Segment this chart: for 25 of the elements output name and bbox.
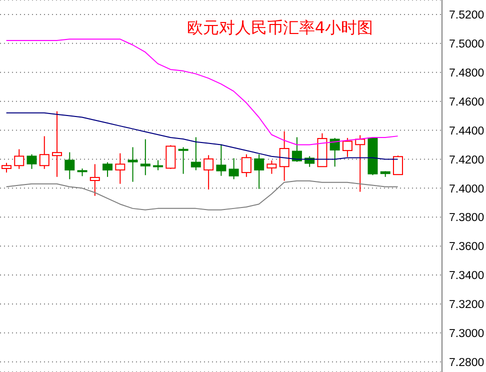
candlestick (380, 171, 390, 178)
candlestick (204, 154, 214, 190)
y-tick-label: 7.3400 (449, 270, 484, 282)
y-tick-label: 7.2800 (449, 356, 484, 369)
candlestick (39, 136, 50, 170)
y-tick-label: 7.4200 (449, 154, 484, 166)
y-tick-label: 7.3000 (449, 328, 484, 340)
candlestick (90, 164, 100, 196)
y-tick-label: 7.5200 (449, 10, 484, 22)
y-tick-label: 7.3800 (449, 212, 484, 224)
candlestick (115, 152, 126, 184)
y-tick-label: 7.4600 (449, 96, 484, 108)
y-tick-label: 7.3600 (449, 241, 484, 254)
candlestick (128, 146, 138, 182)
text: 欧元对人民币汇率4小时图 (186, 18, 374, 39)
candlestick (279, 130, 290, 182)
y-tick-label: 7.3200 (449, 299, 484, 312)
candlestick (14, 148, 24, 170)
candlestick (140, 138, 150, 176)
candlestick (52, 110, 62, 178)
y-tick-label: 7.4000 (449, 183, 484, 196)
y-tick-label: 7.5000 (449, 38, 484, 51)
candlestick (216, 144, 226, 176)
y-tick-label: 7.4400 (449, 125, 484, 138)
y-tick-label: 7.4800 (449, 67, 484, 80)
